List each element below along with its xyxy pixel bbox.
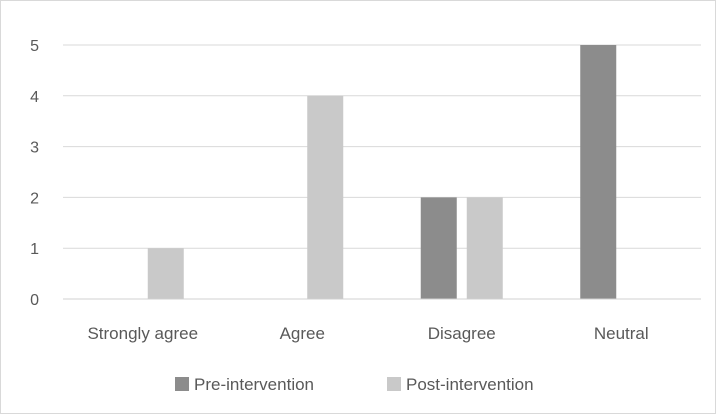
legend-label: Post-intervention [406,375,534,394]
y-tick-label: 2 [30,190,39,207]
y-tick-label: 3 [30,140,39,157]
legend: Pre-intervention Post-intervention [175,375,534,394]
y-axis-ticks: 0 1 2 3 4 5 [30,38,39,309]
bar-post-intervention-strongly-agree [147,248,184,299]
bar-post-intervention-agree [307,95,344,299]
x-tick-label: Strongly agree [87,324,198,343]
y-tick-label: 5 [30,38,39,55]
x-tick-label: Disagree [428,324,496,343]
x-tick-label: Agree [280,324,325,343]
legend-swatch [175,377,189,391]
y-tick-label: 1 [30,241,39,258]
legend-swatch [387,377,401,391]
legend-label: Pre-intervention [194,375,314,394]
y-tick-label: 4 [30,89,39,106]
bar-pre-intervention-disagree [420,197,457,299]
x-tick-label: Neutral [594,324,649,343]
bars [147,45,617,299]
bar-post-intervention-disagree [466,197,503,299]
x-axis-labels: Strongly agree Agree Disagree Neutral [87,324,648,343]
bar-pre-intervention-neutral [580,45,617,299]
y-tick-label: 0 [30,292,39,309]
